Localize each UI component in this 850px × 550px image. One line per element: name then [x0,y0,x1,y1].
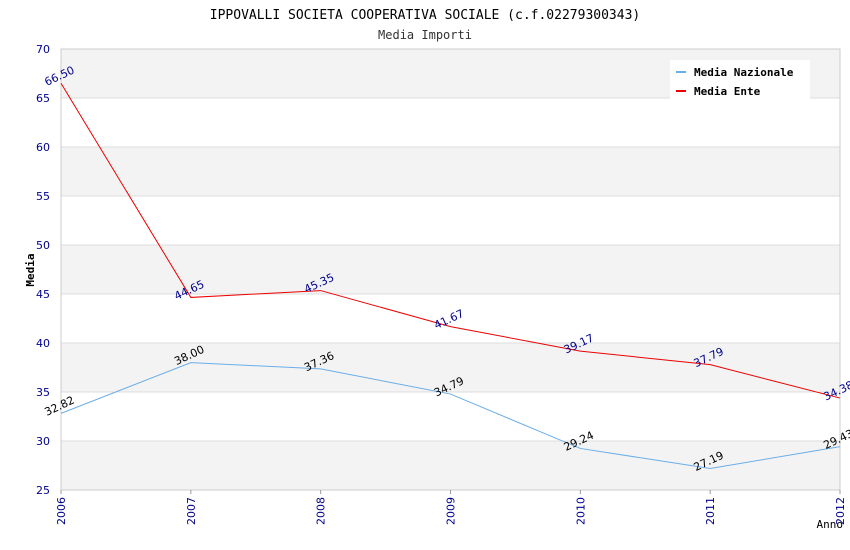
y-tick-label: 70 [36,43,50,56]
plot-band [61,245,840,294]
plot-band [61,147,840,196]
x-tick-label: 2007 [185,497,198,525]
plot-bands [61,49,840,490]
y-tick-label: 30 [36,435,50,448]
x-axis-label: Anno [817,518,844,531]
y-tick-label: 65 [36,92,50,105]
legend-label: Media Ente [694,85,761,98]
series-line-media-nazionale [60,362,841,470]
x-tick-label: 2006 [55,497,68,525]
y-tick-label: 25 [36,484,50,497]
legend: Media Nazionale Media Ente [670,60,810,102]
chart-subtitle: Media Importi [378,28,472,42]
plot-band [61,441,840,490]
legend-label: Media Nazionale [694,66,794,79]
chart-title: IPPOVALLI SOCIETA COOPERATIVA SOCIALE (c… [210,8,640,23]
x-tick-label: 2012 [834,497,847,525]
x-tick-label: 2008 [315,497,328,525]
series-lines [60,83,841,470]
grid-lines [61,48,840,491]
y-tick-label: 40 [36,337,50,350]
plot-band [61,343,840,392]
y-tick-label: 55 [36,190,50,203]
x-axis: 2006 2007 2008 2009 2010 2011 2012 [55,490,847,525]
y-axis: 25 30 35 40 45 50 55 60 65 70 [36,43,50,497]
x-tick-label: 2009 [445,497,458,525]
y-tick-label: 50 [36,239,50,252]
x-tick-label: 2010 [574,497,587,525]
series-line-media-ente [60,83,841,399]
x-tick-label: 2011 [704,497,717,525]
y-axis-label: Media [24,253,37,286]
y-tick-label: 45 [36,288,50,301]
y-tick-label: 60 [36,141,50,154]
legend-background [670,60,810,102]
y-tick-label: 35 [36,386,50,399]
